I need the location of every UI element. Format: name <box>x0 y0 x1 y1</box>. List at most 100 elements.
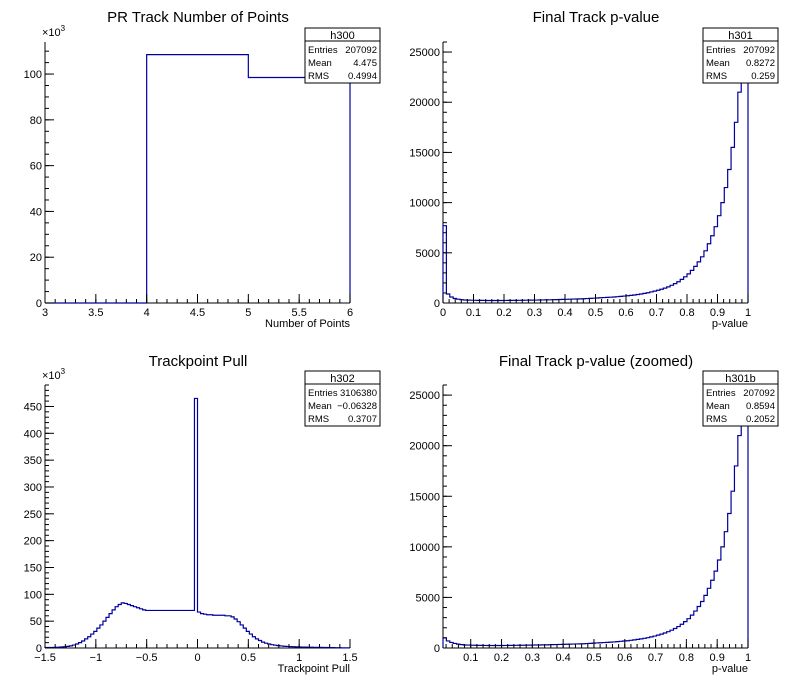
x-tick-label: 0.7 <box>649 307 664 319</box>
stats-rms-label: RMS <box>308 414 329 425</box>
x-tick-label: 0 <box>440 307 446 319</box>
chart-title: Final Track p-value (zoomed) <box>499 353 693 370</box>
exponent-base: ×10 <box>42 27 61 39</box>
x-tick-label: 1 <box>745 652 751 664</box>
x-tick-label: −0.5 <box>136 652 158 664</box>
x-tick-label: 0.2 <box>494 652 509 664</box>
x-axis-label: p-value <box>712 318 748 330</box>
x-tick-label: 0.5 <box>241 652 256 664</box>
y-tick-label: 5000 <box>416 592 440 604</box>
stats-mean-label: Mean <box>706 401 730 412</box>
stats-rms-label: RMS <box>706 414 727 425</box>
y-tick-label: 0 <box>36 643 42 655</box>
stats-entries-label: Entries <box>706 388 736 399</box>
y-tick-label: 25000 <box>409 390 440 402</box>
x-tick-label: 0.9 <box>710 307 725 319</box>
y-tick-label: 350 <box>24 455 42 467</box>
y-tick-label: 10000 <box>409 198 440 210</box>
stats-box <box>304 370 381 427</box>
stats-mean-value: 4.475 <box>353 58 377 69</box>
x-tick-label: 0.7 <box>648 652 663 664</box>
x-tick-label: 0.9 <box>710 652 725 664</box>
chart-title: Trackpoint Pull <box>149 353 248 370</box>
stats-entries-label: Entries <box>308 45 338 56</box>
stats-rms-value: 0.2052 <box>746 414 775 425</box>
stats-rms-value: 0.4994 <box>348 71 377 82</box>
y-tick-label: 300 <box>24 482 42 494</box>
x-tick-label: 1 <box>296 652 302 664</box>
stats-rms-label: RMS <box>706 71 727 82</box>
x-tick-label: 5.5 <box>292 307 307 319</box>
stats-box <box>304 27 381 84</box>
y-tick-label: 20 <box>30 252 42 264</box>
y-tick-label: 400 <box>24 428 42 440</box>
stats-mean-label: Mean <box>308 401 332 412</box>
x-tick-label: −1 <box>90 652 103 664</box>
y-tick-label: 50 <box>30 616 42 628</box>
stats-mean-label: Mean <box>706 58 730 69</box>
stats-mean-value: 0.8272 <box>746 58 775 69</box>
x-tick-label: 0.4 <box>556 652 571 664</box>
stats-rms-value: 0.259 <box>751 71 775 82</box>
chart-title: PR Track Number of Points <box>107 9 289 26</box>
x-tick-label: 3.5 <box>88 307 103 319</box>
x-tick-label: 0.6 <box>617 652 632 664</box>
x-tick-label: 0.4 <box>557 307 572 319</box>
y-tick-label: 15000 <box>409 147 440 159</box>
y-tick-label: 15000 <box>409 491 440 503</box>
stats-box <box>702 27 779 84</box>
x-tick-label: 0.3 <box>525 652 540 664</box>
y-tick-label: 10000 <box>409 542 440 554</box>
x-tick-label: 3 <box>42 307 48 319</box>
x-tick-label: 1.5 <box>342 652 357 664</box>
exponent-label: ×103 <box>42 367 66 382</box>
y-tick-label: 5000 <box>416 248 440 260</box>
stats-rms-value: 0.3707 <box>348 414 377 425</box>
stats-entries-label: Entries <box>308 388 338 399</box>
x-tick-label: 0.5 <box>586 652 601 664</box>
x-tick-label: 0.8 <box>679 307 694 319</box>
x-axis-label: Trackpoint Pull <box>278 663 350 675</box>
y-tick-label: 0 <box>36 298 42 310</box>
y-tick-label: 60 <box>30 161 42 173</box>
stats-name: h301 <box>728 30 752 42</box>
x-tick-label: 4.5 <box>190 307 205 319</box>
stats-rms-label: RMS <box>308 71 329 82</box>
x-tick-label: 0.1 <box>466 307 481 319</box>
x-tick-label: 0.8 <box>679 652 694 664</box>
histogram-line <box>45 53 351 304</box>
y-tick-label: 20000 <box>409 441 440 453</box>
y-tick-label: 0 <box>434 298 440 310</box>
x-tick-label: 6 <box>347 307 353 319</box>
histogram-line <box>442 384 749 648</box>
stats-box <box>702 370 779 427</box>
x-tick-label: 5 <box>245 307 251 319</box>
x-tick-label: 0.3 <box>527 307 542 319</box>
y-tick-label: 100 <box>24 589 42 601</box>
x-tick-label: 0 <box>194 652 200 664</box>
x-axis-label: p-value <box>712 663 748 675</box>
stats-mean-value: 0.8594 <box>746 401 775 412</box>
y-tick-label: 200 <box>24 536 42 548</box>
y-tick-label: 450 <box>24 401 42 413</box>
x-axis-label: Number of Points <box>265 318 350 330</box>
stats-mean-label: Mean <box>308 58 332 69</box>
y-tick-label: 20000 <box>409 97 440 109</box>
stats-entries-value: 3106380 <box>340 388 377 399</box>
stats-entries-value: 207092 <box>743 45 775 56</box>
y-tick-label: 25000 <box>409 47 440 59</box>
stats-name: h300 <box>330 30 354 42</box>
y-tick-label: 0 <box>434 643 440 655</box>
stats-name: h301b <box>725 373 756 385</box>
x-tick-label: 0.1 <box>463 652 478 664</box>
x-tick-label: 1 <box>745 307 751 319</box>
exponent-label: ×103 <box>42 24 66 39</box>
stats-mean-value: −0.06328 <box>337 401 377 412</box>
x-tick-label: 0.2 <box>496 307 511 319</box>
stats-entries-value: 207092 <box>743 388 775 399</box>
stats-entries-value: 207092 <box>345 45 377 56</box>
y-tick-label: 100 <box>24 69 42 81</box>
exponent-power: 3 <box>61 24 66 33</box>
